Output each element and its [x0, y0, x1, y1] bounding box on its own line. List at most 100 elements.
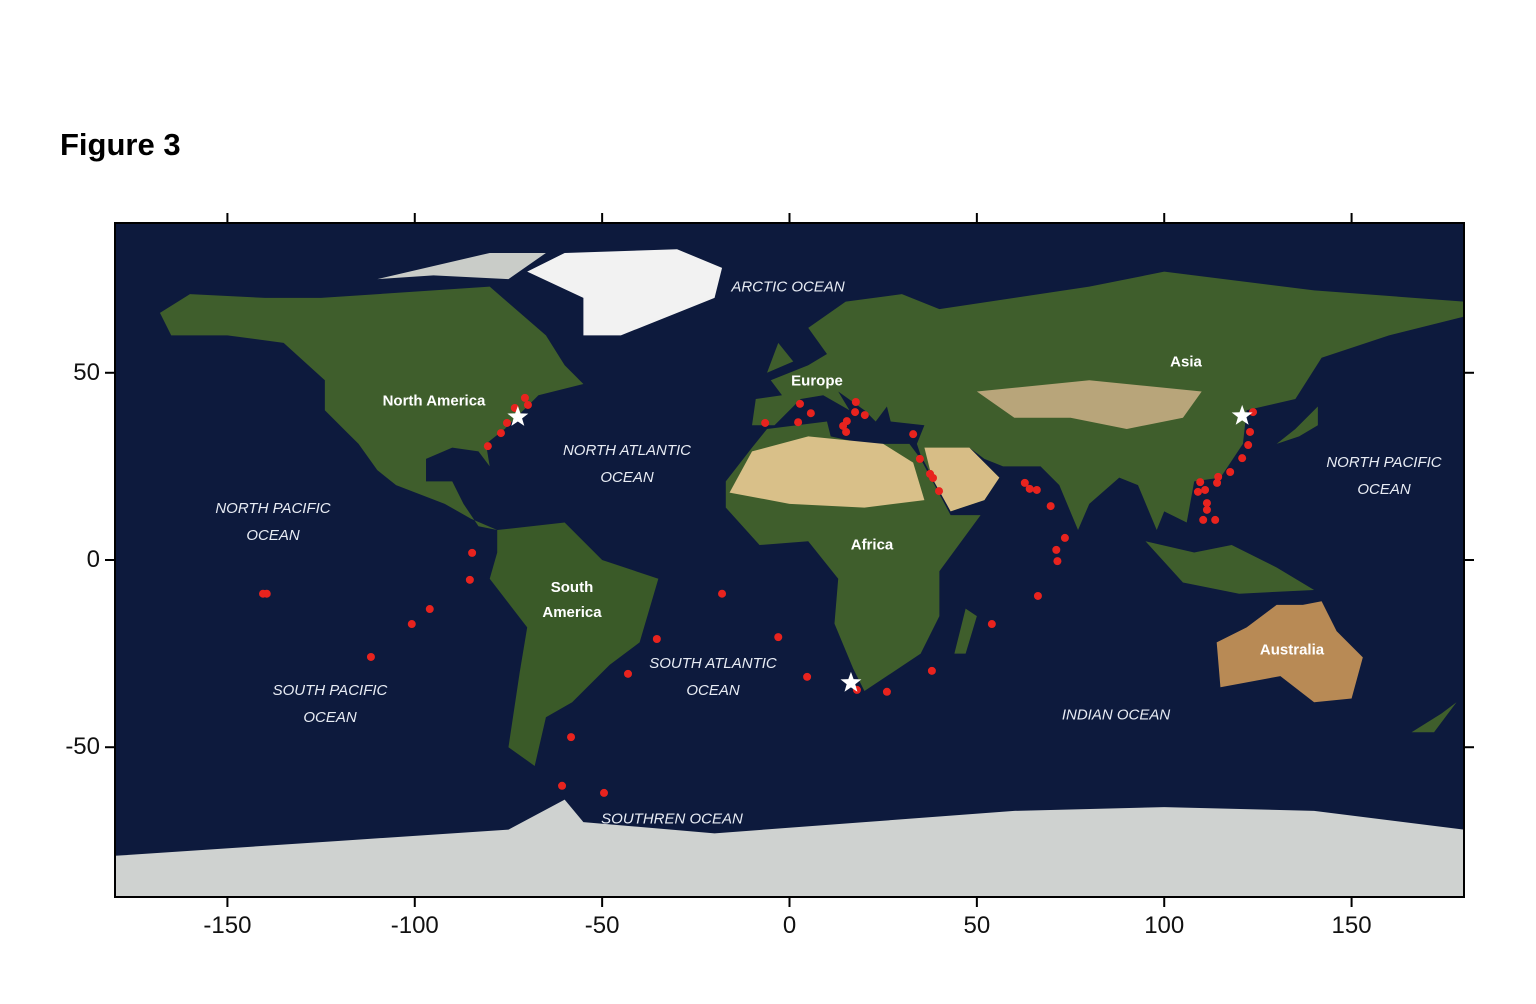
- label-north-pacific-east: NORTH PACIFIC OCEAN: [1326, 454, 1442, 498]
- sample-point: [794, 418, 803, 427]
- sample-point: [1046, 502, 1055, 511]
- sample-point: [468, 548, 477, 557]
- sample-point: [882, 687, 891, 696]
- sample-point: [1033, 591, 1042, 600]
- y-tick-label: 50: [73, 358, 100, 386]
- sample-point: [600, 788, 609, 797]
- label-south-pacific: SOUTH PACIFIC OCEAN: [272, 682, 388, 726]
- island-madagascar: [954, 608, 977, 654]
- continent-south-america: [489, 522, 659, 766]
- label-asia: Asia: [1170, 353, 1202, 371]
- star-marker: [507, 405, 529, 426]
- label-arctic-ocean: ARCTIC OCEAN: [731, 278, 845, 296]
- sample-point: [927, 666, 936, 675]
- sample-point: [1052, 545, 1061, 554]
- label-north-america: North America: [383, 389, 486, 414]
- sample-point: [1202, 505, 1211, 514]
- sample-point: [1213, 478, 1222, 487]
- continent-north-america: [159, 286, 584, 531]
- figure-title: Figure 3: [60, 127, 181, 162]
- label-south-america: South America: [542, 579, 602, 621]
- x-tick-label: -150: [203, 912, 252, 939]
- label-africa: Africa: [850, 536, 894, 554]
- label-southern-ocean: SOUTHREN OCEAN: [601, 810, 743, 828]
- sample-point: [1249, 408, 1258, 417]
- sample-point: [520, 393, 529, 402]
- x-tick-label: -50: [584, 912, 620, 939]
- y-tick-label: -50: [65, 733, 100, 761]
- island-arctic-canada: [377, 252, 546, 280]
- sample-point: [851, 397, 860, 406]
- sample-point: [1020, 478, 1029, 487]
- sample-point: [407, 620, 416, 629]
- islands-indonesia: [1145, 541, 1315, 594]
- sample-point: [523, 400, 532, 409]
- world-map: North America South America Europe Afric…: [105, 213, 1474, 907]
- sample-point: [1196, 478, 1205, 487]
- sample-point: [425, 605, 434, 614]
- sample-point: [1032, 485, 1041, 494]
- sample-point: [1201, 485, 1210, 494]
- sample-point: [496, 429, 505, 438]
- sample-point: [1226, 468, 1235, 477]
- sample-point: [483, 442, 492, 451]
- sample-point: [987, 620, 996, 629]
- sample-point: [795, 399, 804, 408]
- sample-point: [929, 473, 938, 482]
- label-north-pacific-west: NORTH PACIFIC OCEAN: [215, 500, 331, 544]
- sample-point: [558, 781, 567, 790]
- label-europe: Europe: [791, 372, 843, 390]
- sample-point: [1025, 484, 1034, 493]
- island-new-zealand: [1411, 702, 1457, 733]
- sample-point: [652, 635, 661, 644]
- y-tick-label: 0: [86, 546, 100, 573]
- sample-point: [1246, 427, 1255, 436]
- x-tick-label: 0: [782, 912, 797, 939]
- sample-point: [842, 427, 851, 436]
- sample-point: [774, 633, 783, 642]
- antarctica: [115, 799, 1464, 897]
- sample-point: [909, 430, 918, 439]
- arabia: [924, 447, 1000, 512]
- sample-point: [839, 421, 848, 430]
- island-japan: [1276, 406, 1318, 444]
- greenland: [527, 249, 723, 336]
- sample-point: [502, 418, 511, 427]
- label-australia: Australia: [1259, 641, 1325, 659]
- sample-point: [1214, 472, 1223, 481]
- sample-point: [1211, 515, 1220, 524]
- star-marker: [840, 671, 862, 692]
- map-canvas: [105, 213, 1474, 907]
- label-north-atlantic: NORTH ATLANTIC OCEAN: [562, 442, 692, 486]
- x-tick-label: -100: [390, 912, 439, 939]
- x-tick-label: 100: [1144, 912, 1185, 939]
- island-britain: [767, 342, 794, 373]
- sample-point: [1193, 487, 1202, 496]
- central-asia-desert: [976, 380, 1202, 429]
- label-text: North America: [382, 392, 486, 410]
- sample-point: [465, 575, 474, 584]
- sample-point: [1053, 557, 1062, 566]
- sample-point: [718, 589, 727, 598]
- x-tick-label: 150: [1331, 912, 1372, 939]
- sample-point: [262, 589, 271, 598]
- sample-point: [1060, 533, 1069, 542]
- sample-point: [761, 418, 770, 427]
- sample-point: [1244, 441, 1253, 450]
- sample-point: [1199, 515, 1208, 524]
- sample-point: [1238, 454, 1247, 463]
- sample-point: [567, 733, 576, 742]
- sample-point: [851, 408, 860, 417]
- sample-point: [935, 487, 944, 496]
- sample-point: [803, 672, 812, 681]
- star-marker: [1231, 404, 1253, 425]
- x-tick-label: 50: [963, 912, 991, 939]
- sample-point: [915, 454, 924, 463]
- continent-australia: [1216, 601, 1363, 703]
- sample-point: [1202, 499, 1211, 508]
- label-indian-ocean: INDIAN OCEAN: [1061, 706, 1171, 724]
- sahara: [729, 436, 925, 508]
- sample-point: [623, 669, 632, 678]
- sample-point: [860, 411, 869, 420]
- label-south-atlantic: SOUTH ATLANTIC OCEAN: [649, 655, 777, 699]
